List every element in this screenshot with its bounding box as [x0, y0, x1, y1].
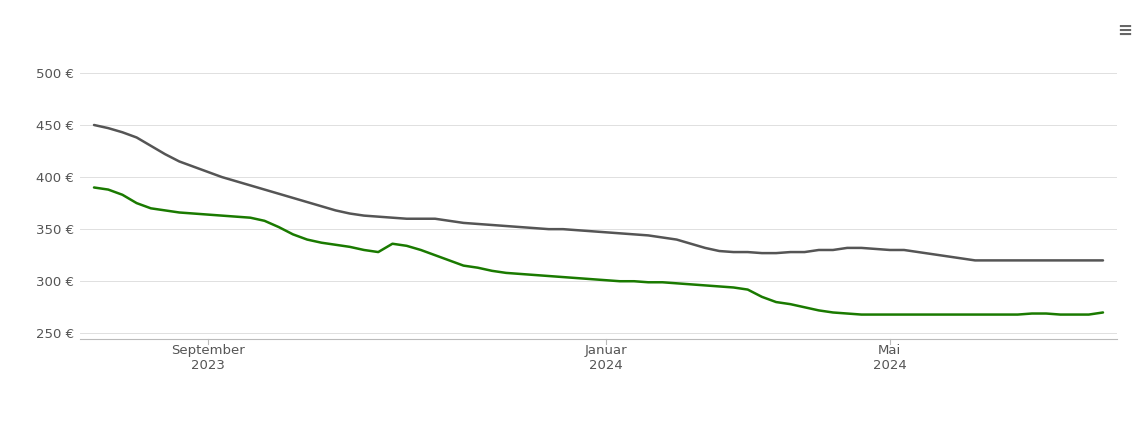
Text: ≡: ≡	[1117, 22, 1132, 39]
